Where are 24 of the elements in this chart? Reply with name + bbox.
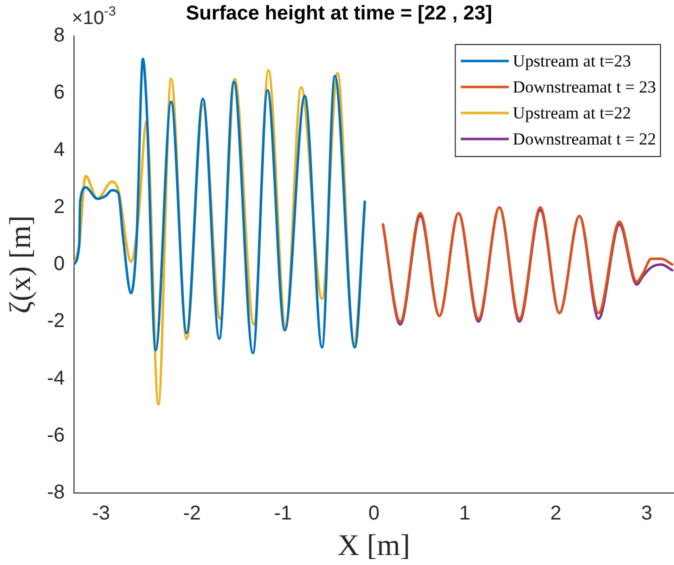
y-tick-label: 6 — [54, 82, 65, 104]
y-tick-label: 0 — [54, 253, 65, 276]
y-tick-label: -2 — [46, 310, 65, 332]
x-tick-label: -2 — [183, 502, 201, 525]
x-tick-label: -1 — [274, 502, 292, 525]
x-tick-label: 1 — [459, 502, 470, 525]
y-tick-label: -6 — [46, 424, 65, 446]
legend-label: Downstreamat t = 22 — [512, 129, 656, 148]
y-axis-title: ζ(x) [m] — [4, 215, 37, 314]
y-tick-label: -8 — [46, 482, 65, 504]
y-tick-label: 4 — [54, 138, 65, 161]
legend-label: Upstream at t=23 — [512, 51, 631, 70]
x-tick-label: 2 — [550, 502, 562, 525]
y-tick-label: 8 — [54, 24, 65, 47]
legend-label: Downstreamat t = 23 — [512, 77, 656, 96]
chart-title: Surface height at time = [22 , 23] — [186, 2, 492, 25]
x-axis-title: X [m] — [338, 528, 410, 562]
x-tick-label: -3 — [92, 502, 110, 525]
line-series — [74, 58, 366, 354]
y-tick-label: 2 — [54, 196, 65, 218]
legend-label: Upstream at t=22 — [512, 103, 631, 122]
y-tick-label: -4 — [46, 367, 65, 390]
x-tick-label: 3 — [641, 502, 652, 525]
x-tick-label: 0 — [368, 502, 380, 525]
